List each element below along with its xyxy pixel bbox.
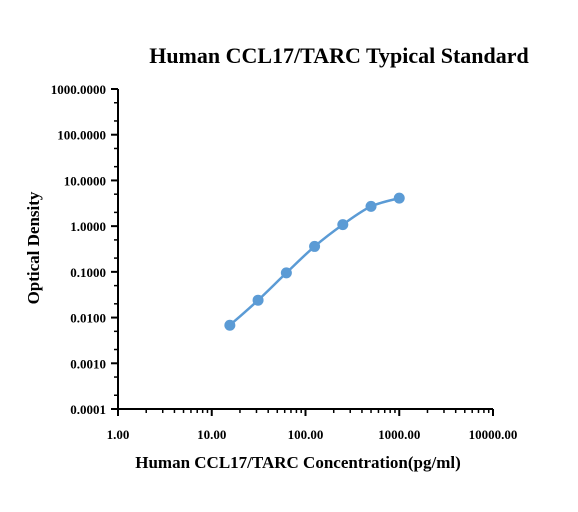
data-point (252, 294, 264, 306)
x-tick-label: 100.00 (288, 427, 324, 442)
x-tick-label: 10000.00 (469, 427, 518, 442)
x-axis-title: Human CCL17/TARC Concentration(pg/ml) (135, 453, 461, 472)
series-line (229, 196, 400, 327)
chart-title: Human CCL17/TARC Typical Standard (149, 43, 529, 68)
data-point (337, 219, 349, 231)
x-tick-label: 1000.00 (378, 427, 420, 442)
x-tick-label: 1.00 (107, 427, 130, 442)
y-tick-label: 10.0000 (64, 173, 106, 188)
y-tick-label: 100.0000 (57, 128, 106, 143)
data-point (365, 200, 377, 212)
data-point (280, 267, 292, 279)
y-tick-label: 1.0000 (70, 219, 106, 234)
y-tick-label: 0.1000 (70, 265, 106, 280)
data-point (224, 319, 236, 331)
y-tick-label: 1000.0000 (51, 82, 106, 97)
data-point (309, 240, 321, 252)
x-tick-label: 10.00 (197, 427, 226, 442)
y-tick-label: 0.0100 (70, 311, 106, 326)
y-tick-label: 0.0010 (70, 356, 106, 371)
y-tick-label: 0.0001 (70, 402, 106, 417)
y-axis-title: Optical Density (24, 191, 43, 304)
plot-area: 1.00 10.00 100.00 1000.00 10000.00 0.0001 0.00… (51, 82, 518, 442)
data-point (393, 192, 405, 204)
